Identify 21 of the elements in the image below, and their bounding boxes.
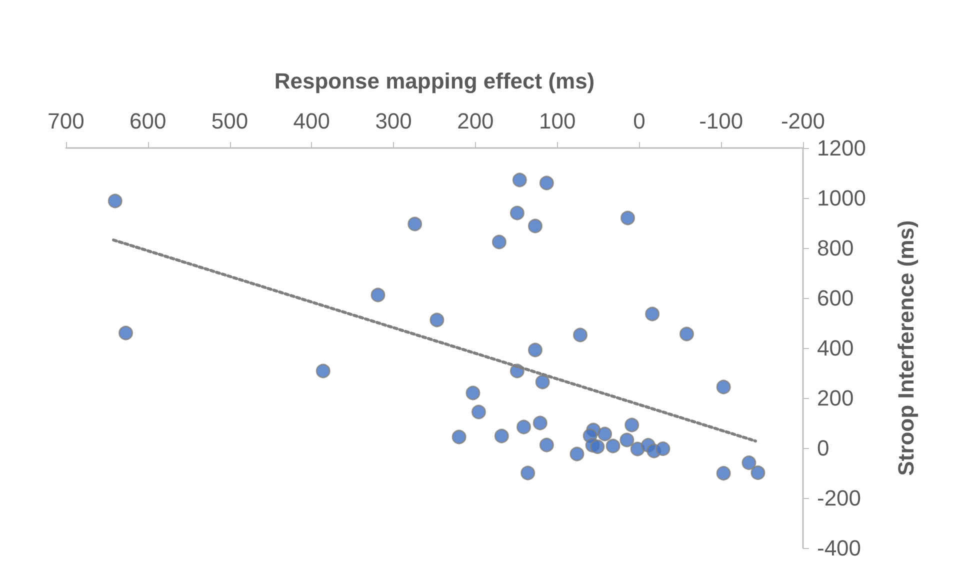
y-tick-label: 800 [817, 236, 854, 260]
y-axis-title: Stroop Interference (ms) [894, 220, 918, 476]
y-tick-label: 600 [817, 286, 854, 310]
x-tick-label: 300 [375, 108, 412, 134]
x-tick-label: 700 [48, 108, 84, 134]
x-tick-label: 500 [211, 108, 248, 134]
y-tick-label: 200 [817, 386, 854, 410]
x-axis-title: Response mapping effect (ms) [274, 68, 595, 94]
y-tick-label: 400 [817, 336, 854, 360]
x-tick-label: 200 [457, 108, 494, 134]
x-tick-label: -100 [699, 108, 744, 134]
y-tick-label: 0 [817, 436, 830, 460]
y-tick-label: -200 [817, 486, 862, 510]
x-tick-label: 400 [293, 108, 330, 134]
x-tick-label: -200 [780, 108, 826, 134]
y-tick-label: 1000 [817, 186, 866, 210]
x-tick-label: 600 [130, 108, 166, 134]
y-tick-label: -400 [817, 536, 862, 560]
y-tick-label: 1200 [817, 136, 866, 160]
x-tick-label: 100 [538, 108, 576, 134]
x-tick-label: 0 [633, 108, 646, 134]
